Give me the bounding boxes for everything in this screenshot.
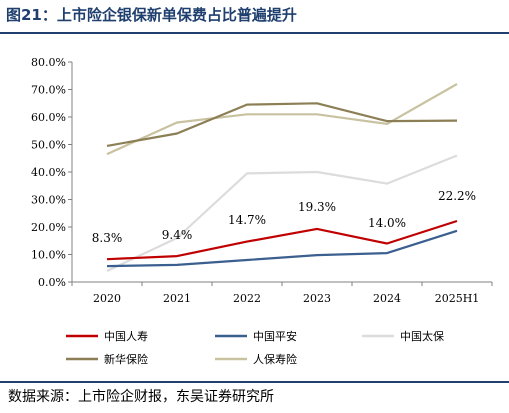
y-tick-label: 80.0% bbox=[31, 56, 66, 69]
x-tick-label: 2020 bbox=[93, 292, 121, 305]
data-label: 14.7% bbox=[228, 213, 266, 227]
source-rule bbox=[0, 381, 509, 383]
legend-label: 新华保险 bbox=[104, 352, 148, 366]
series-line bbox=[106, 219, 458, 261]
x-tick-label: 2023 bbox=[303, 292, 331, 305]
series-line bbox=[106, 229, 458, 268]
data-label: 14.0% bbox=[368, 216, 406, 230]
legend-label: 人保寿险 bbox=[253, 352, 297, 366]
legend-label: 中国太保 bbox=[400, 329, 444, 343]
legend-label: 中国人寿 bbox=[104, 329, 148, 343]
data-label: 8.3% bbox=[92, 231, 123, 245]
data-label: 19.3% bbox=[298, 200, 336, 214]
series-line bbox=[106, 83, 458, 156]
x-tick-label: 2024 bbox=[373, 292, 401, 305]
y-tick-label: 30.0% bbox=[31, 194, 66, 207]
y-tick-label: 20.0% bbox=[31, 221, 66, 234]
x-tick-label: 2021 bbox=[163, 292, 191, 305]
x-tick-label: 2022 bbox=[233, 292, 261, 305]
data-label: 9.4% bbox=[162, 228, 193, 242]
y-tick-label: 70.0% bbox=[31, 84, 66, 97]
title-rule bbox=[0, 32, 509, 34]
y-tick-label: 0.0% bbox=[38, 276, 66, 289]
y-tick-label: 60.0% bbox=[31, 111, 66, 124]
y-tick-label: 40.0% bbox=[31, 166, 66, 179]
figure-title: 图21：上市险企银保新单保费占比普遍提升 bbox=[6, 6, 297, 24]
x-tick-label: 2025H1 bbox=[435, 292, 480, 305]
series-line bbox=[106, 154, 458, 272]
y-tick-label: 50.0% bbox=[31, 139, 66, 152]
y-tick-label: 10.0% bbox=[31, 249, 66, 262]
legend-label: 中国平安 bbox=[253, 329, 297, 343]
series-line bbox=[106, 102, 458, 147]
data-label: 22.2% bbox=[438, 189, 476, 203]
source-note: 数据来源：上市险企财报，东吴证券研究所 bbox=[8, 389, 274, 405]
